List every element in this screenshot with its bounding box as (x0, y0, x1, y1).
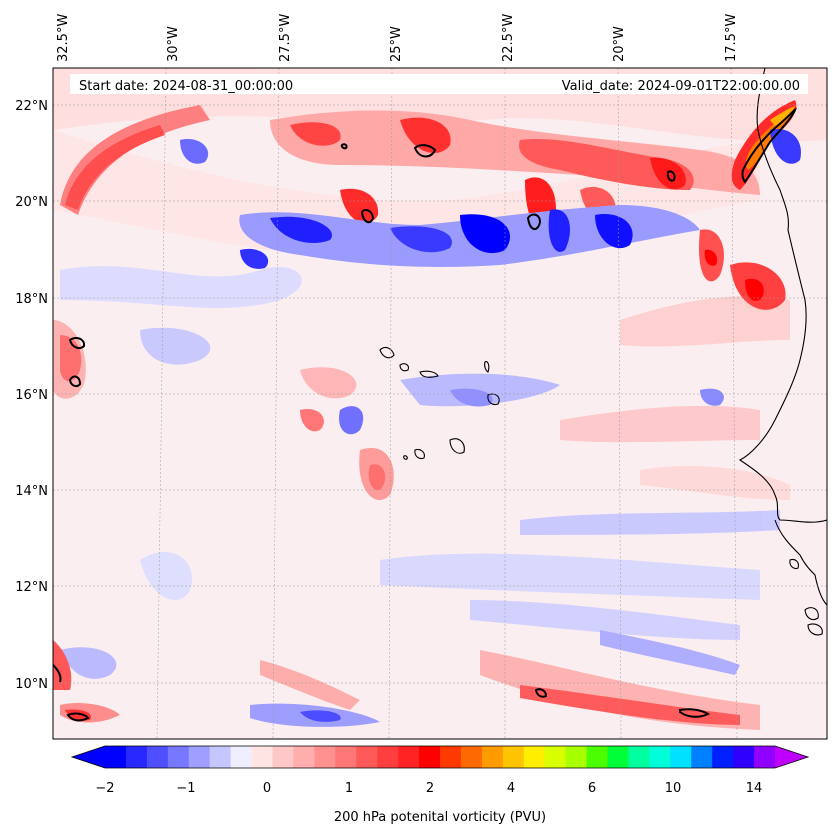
colorbar-tick-label: 0 (263, 781, 271, 796)
map-frame (52, 67, 828, 740)
colorbar-cell (272, 746, 294, 768)
island-santo-antao (379, 346, 395, 359)
colorbar-cell (691, 746, 713, 768)
lon-label: 22.5°W (501, 14, 516, 62)
colorbar-cell (523, 746, 546, 768)
lon-label: 30°W (166, 26, 181, 62)
lon-label: 20°W (612, 26, 627, 62)
colorbar-tick-label: −1 (176, 781, 195, 796)
colorbar-cell (167, 746, 190, 768)
lon-label: 27.5°W (278, 14, 293, 62)
colorbar-cell (105, 746, 127, 768)
colorbar-cell (754, 746, 776, 768)
colorbar-cell (335, 746, 357, 768)
colorbar-cell (502, 746, 525, 768)
pv-field (53, 68, 827, 739)
colorbar-cell (440, 746, 462, 768)
lat-label: 16°N (15, 388, 48, 403)
colorbar-cell (293, 746, 315, 768)
colorbar-cell (251, 746, 273, 768)
start-date-label: Start date: 2024-08-31_00:00:00 (79, 79, 293, 94)
colorbar-cell (419, 746, 441, 768)
colorbar-cell (230, 746, 253, 768)
colorbar-tick-label: 14 (746, 781, 763, 796)
header-box (70, 74, 808, 94)
colorbar-max-arrow (775, 746, 808, 768)
pv-contours (53, 107, 798, 722)
lon-label: 17.5°W (724, 14, 739, 62)
colorbar-cell (125, 746, 148, 768)
lat-label: 18°N (15, 292, 48, 307)
colorbar-cell (377, 746, 399, 768)
colorbar-ticks: −2 −1 0 1 2 4 6 10 14 (95, 781, 762, 796)
colorbar-cell (544, 746, 567, 768)
longitude-labels: 32.5°W 30°W 27.5°W 25°W 22.5°W 20°W 17.5… (56, 14, 739, 62)
colorbar-tick-label: 6 (588, 781, 596, 796)
colorbar-cell (481, 746, 504, 768)
latitude-labels: 22°N 20°N 18°N 16°N 14°N 12°N 10°N (15, 99, 48, 692)
colorbar-cell (733, 746, 755, 768)
colorbar-cell (586, 746, 608, 768)
colorbar-cell (356, 746, 378, 768)
colorbar-cell (649, 746, 671, 768)
colorbar-tick-label: 10 (665, 781, 682, 796)
colorbar-cell (146, 746, 169, 768)
colorbar-cell (607, 746, 629, 768)
colorbar-cell (460, 746, 483, 768)
lat-label: 22°N (15, 99, 48, 114)
colorbar-tick-label: 1 (345, 781, 353, 796)
africa-coast (738, 68, 827, 523)
colorbar-cell (712, 746, 734, 768)
lat-label: 20°N (15, 195, 48, 210)
lat-label: 12°N (15, 580, 48, 595)
lon-label: 32.5°W (56, 14, 71, 62)
colorbar-cell (670, 746, 692, 768)
colorbar-cell (314, 746, 336, 768)
lat-label: 14°N (15, 484, 48, 499)
colorbar-cell (188, 746, 211, 768)
valid-date-label: Valid_date: 2024-09-01T22:00:00.00 (562, 79, 800, 94)
colorbar-outline (70, 745, 810, 769)
colorbar-tick-label: −2 (95, 781, 114, 796)
colorbar-cell (565, 746, 588, 768)
colorbar-cells (105, 746, 776, 768)
colorbar: −2 −1 0 1 2 4 6 10 14 200 hPa potenital … (70, 745, 810, 825)
colorbar-cell (209, 746, 232, 768)
colorbar-tick-label: 4 (507, 781, 515, 796)
gridlines (53, 68, 827, 739)
colorbar-tick-label: 2 (426, 781, 434, 796)
colorbar-title: 200 hPa potenital vorticity (PVU) (334, 810, 546, 825)
blue-band (180, 129, 801, 406)
colorbar-cell (398, 746, 420, 768)
lat-label: 10°N (15, 677, 48, 692)
coastlines (379, 68, 827, 636)
colorbar-min-arrow (72, 746, 105, 768)
lon-label: 25°W (389, 26, 404, 62)
colorbar-cell (628, 746, 650, 768)
